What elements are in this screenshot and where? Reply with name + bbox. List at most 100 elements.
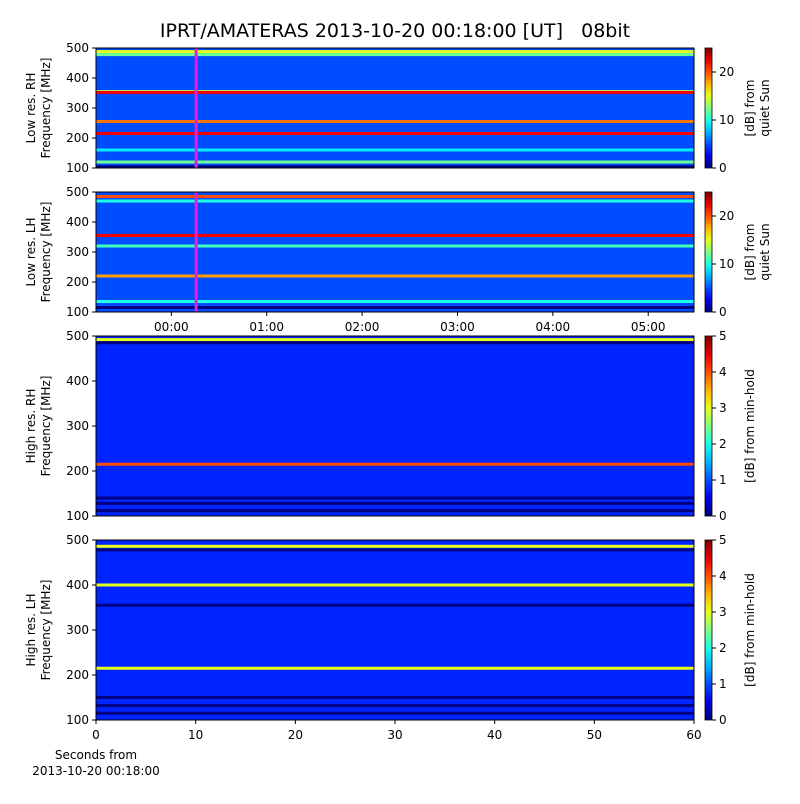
x-tick-label: 05:00 bbox=[631, 320, 666, 334]
colorbar-tick-label: 10 bbox=[719, 113, 734, 127]
y-axis-label: Low res. LH bbox=[24, 217, 38, 286]
heatmap-band bbox=[96, 148, 694, 152]
y-tick-label: 300 bbox=[66, 623, 89, 637]
chart-title: IPRT/AMATERAS 2013-10-20 00:18:00 [UT] 0… bbox=[160, 20, 630, 42]
colorbar-label: quiet Sun bbox=[758, 79, 772, 136]
y-axis-label: Frequency [MHz] bbox=[39, 580, 53, 681]
heatmap-band bbox=[96, 120, 694, 123]
x-tick-label: 40 bbox=[487, 728, 502, 742]
colorbar-tick-label: 20 bbox=[719, 209, 734, 223]
y-tick-label: 100 bbox=[66, 305, 89, 319]
colorbar bbox=[704, 335, 713, 517]
y-tick-label: 300 bbox=[66, 419, 89, 433]
colorbar-tick-label: 0 bbox=[719, 713, 727, 727]
colorbar-tick-label: 5 bbox=[719, 533, 727, 547]
heatmap-band bbox=[96, 501, 694, 505]
colorbar-tick-label: 1 bbox=[719, 677, 727, 691]
heatmap-band bbox=[96, 300, 694, 303]
heatmap-band bbox=[96, 704, 694, 708]
y-axis-label: Frequency [MHz] bbox=[39, 202, 53, 303]
colorbar-label: [dB] from min-hold bbox=[743, 369, 757, 483]
heatmap-band bbox=[96, 50, 694, 54]
y-tick-label: 500 bbox=[66, 185, 89, 199]
heatmap-band bbox=[96, 462, 694, 466]
heatmap-band bbox=[96, 234, 694, 237]
colorbar-tick-label: 0 bbox=[719, 509, 727, 523]
heatmap-band bbox=[96, 496, 694, 500]
heatmap-band bbox=[96, 711, 694, 715]
colorbar bbox=[704, 539, 713, 721]
colorbar-tick-label: 1 bbox=[719, 473, 727, 487]
heatmap-band bbox=[96, 90, 694, 94]
y-axis-label: Frequency [MHz] bbox=[39, 376, 53, 477]
heatmap-band bbox=[96, 544, 694, 548]
colorbar-tick-label: 3 bbox=[719, 605, 727, 619]
x-tick-label: 0 bbox=[92, 728, 100, 742]
x-tick-label: 10 bbox=[188, 728, 203, 742]
y-tick-label: 500 bbox=[66, 41, 89, 55]
heatmap-band bbox=[96, 338, 694, 342]
y-tick-label: 300 bbox=[66, 245, 89, 259]
heatmap-band bbox=[96, 666, 694, 670]
y-axis-label: High res. RH bbox=[24, 389, 38, 464]
x-tick-label: 02:00 bbox=[345, 320, 380, 334]
y-axis-label: Low res. RH bbox=[24, 73, 38, 144]
heatmap-band bbox=[96, 341, 694, 345]
y-tick-label: 100 bbox=[66, 161, 89, 175]
x-tick-label: 30 bbox=[387, 728, 402, 742]
y-axis-label: High res. LH bbox=[24, 593, 38, 666]
heatmap-band bbox=[96, 160, 694, 164]
colorbar-tick-label: 3 bbox=[719, 401, 727, 415]
x-tick-label: 04:00 bbox=[536, 320, 571, 334]
heatmap-band bbox=[96, 199, 694, 203]
colorbar bbox=[704, 47, 713, 169]
y-axis-label: Frequency [MHz] bbox=[39, 58, 53, 159]
heatmap-band bbox=[96, 165, 694, 169]
x-axis-label: 2013-10-20 00:18:00 bbox=[32, 764, 159, 778]
heatmap-band bbox=[96, 53, 694, 57]
y-tick-label: 400 bbox=[66, 215, 89, 229]
y-tick-label: 300 bbox=[66, 101, 89, 115]
colorbar-label: [dB] from bbox=[743, 224, 757, 281]
colorbar-tick-label: 4 bbox=[719, 569, 727, 583]
colorbar-tick-label: 0 bbox=[719, 305, 727, 319]
colorbar-label: [dB] from bbox=[743, 80, 757, 137]
heatmap-band bbox=[96, 509, 694, 513]
y-tick-label: 500 bbox=[66, 329, 89, 343]
colorbar-tick-label: 2 bbox=[719, 641, 727, 655]
y-tick-label: 200 bbox=[66, 275, 89, 289]
colorbar-tick-label: 5 bbox=[719, 329, 727, 343]
heatmap-band bbox=[96, 195, 694, 198]
x-tick-label: 00:00 bbox=[154, 320, 189, 334]
colorbar-tick-label: 4 bbox=[719, 365, 727, 379]
y-tick-label: 100 bbox=[66, 509, 89, 523]
x-tick-label: 03:00 bbox=[440, 320, 475, 334]
heatmap-background bbox=[96, 336, 694, 516]
colorbar-label: quiet Sun bbox=[758, 223, 772, 280]
y-tick-label: 200 bbox=[66, 464, 89, 478]
colorbar-label: [dB] from min-hold bbox=[743, 573, 757, 687]
heatmap-band bbox=[96, 603, 694, 607]
y-tick-label: 400 bbox=[66, 71, 89, 85]
y-tick-label: 200 bbox=[66, 668, 89, 682]
heatmap-band bbox=[96, 306, 694, 309]
heatmap-background bbox=[96, 540, 694, 720]
heatmap-band bbox=[96, 274, 694, 278]
x-tick-label: 20 bbox=[288, 728, 303, 742]
x-tick-label: 60 bbox=[686, 728, 701, 742]
colorbar-tick-label: 10 bbox=[719, 257, 734, 271]
x-tick-label: 50 bbox=[587, 728, 602, 742]
x-tick-label: 01:00 bbox=[249, 320, 284, 334]
heatmap-band bbox=[96, 696, 694, 699]
y-tick-label: 100 bbox=[66, 713, 89, 727]
colorbar-tick-label: 0 bbox=[719, 161, 727, 175]
y-tick-label: 500 bbox=[66, 533, 89, 547]
heatmap-band bbox=[96, 583, 694, 587]
colorbar-tick-label: 20 bbox=[719, 65, 734, 79]
heatmap-band bbox=[96, 244, 694, 248]
x-axis-label: Seconds from bbox=[55, 748, 137, 762]
heatmap-band bbox=[96, 132, 694, 135]
y-tick-label: 200 bbox=[66, 131, 89, 145]
colorbar-tick-label: 2 bbox=[719, 437, 727, 451]
